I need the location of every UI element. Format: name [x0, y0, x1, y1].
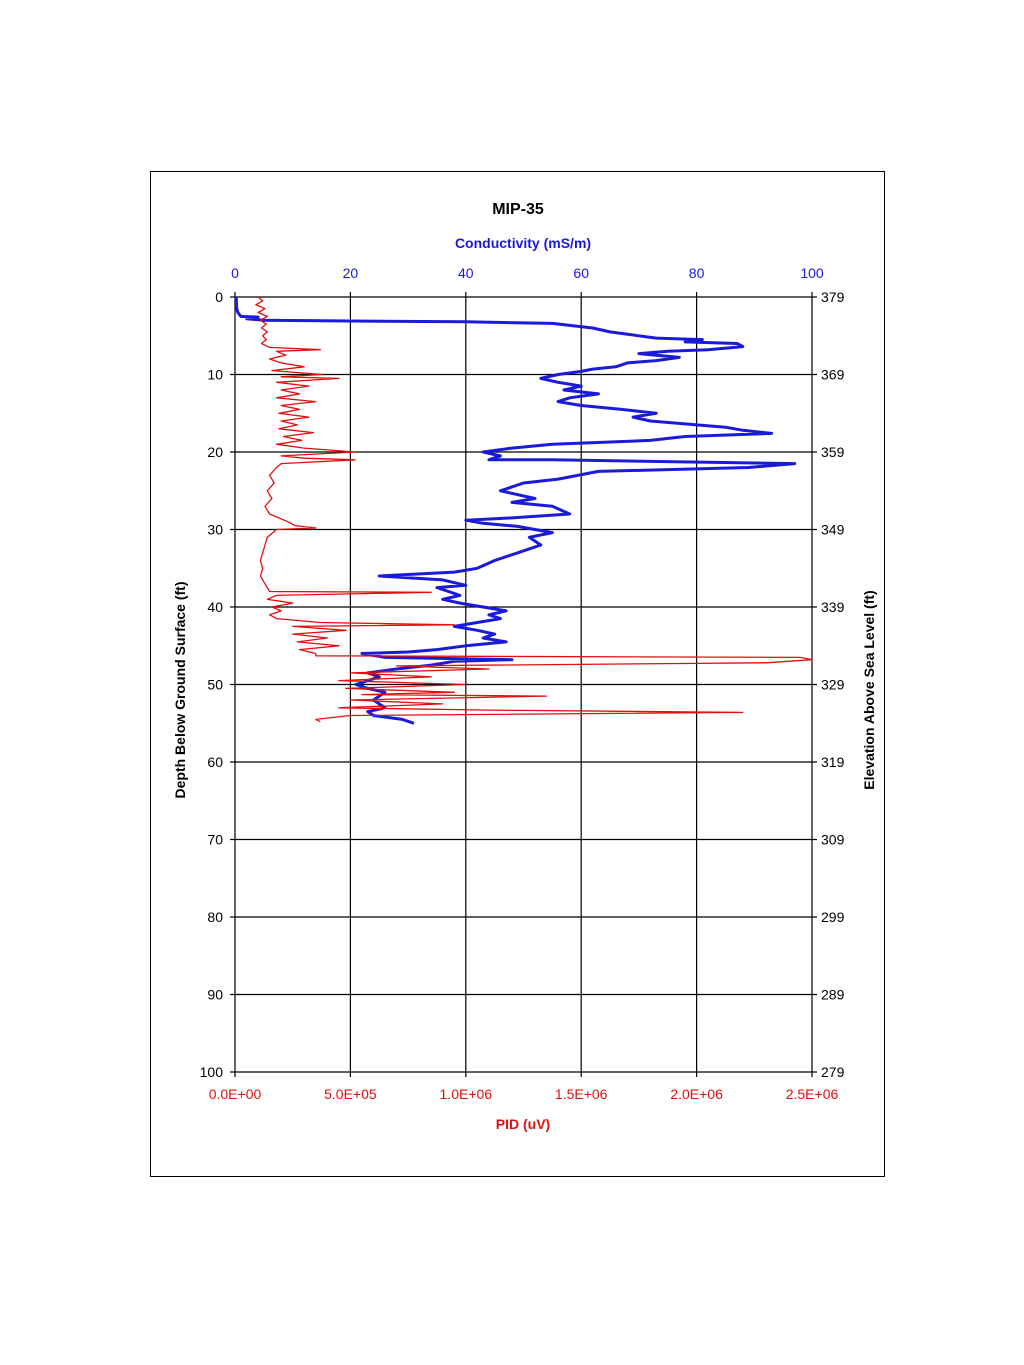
right-tick-label: 309 — [821, 832, 845, 848]
right-tick-label: 329 — [821, 677, 845, 693]
left-tick-label: 60 — [207, 754, 223, 770]
right-tick-label: 359 — [821, 444, 845, 460]
right-tick-label: 289 — [821, 987, 845, 1003]
pid-series-line — [255, 296, 813, 723]
chart-title: MIP-35 — [492, 201, 544, 218]
left-tick-label: 30 — [207, 522, 223, 538]
right-tick-label: 279 — [821, 1064, 845, 1080]
top-axis-label: Conductivity (mS/m) — [455, 235, 591, 251]
top-tick-label: 100 — [800, 265, 824, 281]
left-tick-label: 100 — [200, 1064, 224, 1080]
conductivity-series-line — [234, 296, 797, 725]
right-tick-label: 299 — [821, 909, 845, 925]
bottom-tick-label: 1.0E+06 — [440, 1086, 493, 1102]
top-tick-label: 20 — [343, 265, 359, 281]
right-tick-label: 349 — [821, 522, 845, 538]
left-tick-label: 40 — [207, 599, 223, 615]
top-tick-label: 40 — [458, 265, 474, 281]
right-tick-label: 379 — [821, 289, 845, 305]
right-tick-label: 339 — [821, 599, 845, 615]
left-tick-label: 50 — [207, 677, 223, 693]
bottom-tick-label: 1.5E+06 — [555, 1086, 608, 1102]
left-tick-label: 10 — [207, 367, 223, 383]
bottom-axis-label: PID (uV) — [496, 1116, 550, 1132]
chart-frame — [150, 171, 885, 1177]
left-tick-label: 70 — [207, 832, 223, 848]
top-tick-label: 60 — [573, 265, 589, 281]
left-tick-label: 90 — [207, 987, 223, 1003]
bottom-tick-label: 5.0E+05 — [324, 1086, 377, 1102]
bottom-tick-label: 2.5E+06 — [786, 1086, 839, 1102]
right-tick-label: 319 — [821, 754, 845, 770]
left-tick-label: 0 — [215, 289, 223, 305]
right-tick-label: 369 — [821, 367, 845, 383]
right-axis-label: Elevation Above Sea Level (ft) — [861, 590, 877, 789]
left-axis-label: Depth Below Ground Surface (ft) — [172, 582, 188, 799]
top-tick-label: 80 — [689, 265, 705, 281]
left-tick-label: 20 — [207, 444, 223, 460]
bottom-tick-label: 0.0E+00 — [209, 1086, 262, 1102]
bottom-tick-label: 2.0E+06 — [670, 1086, 723, 1102]
left-tick-label: 80 — [207, 909, 223, 925]
top-tick-label: 0 — [231, 265, 239, 281]
